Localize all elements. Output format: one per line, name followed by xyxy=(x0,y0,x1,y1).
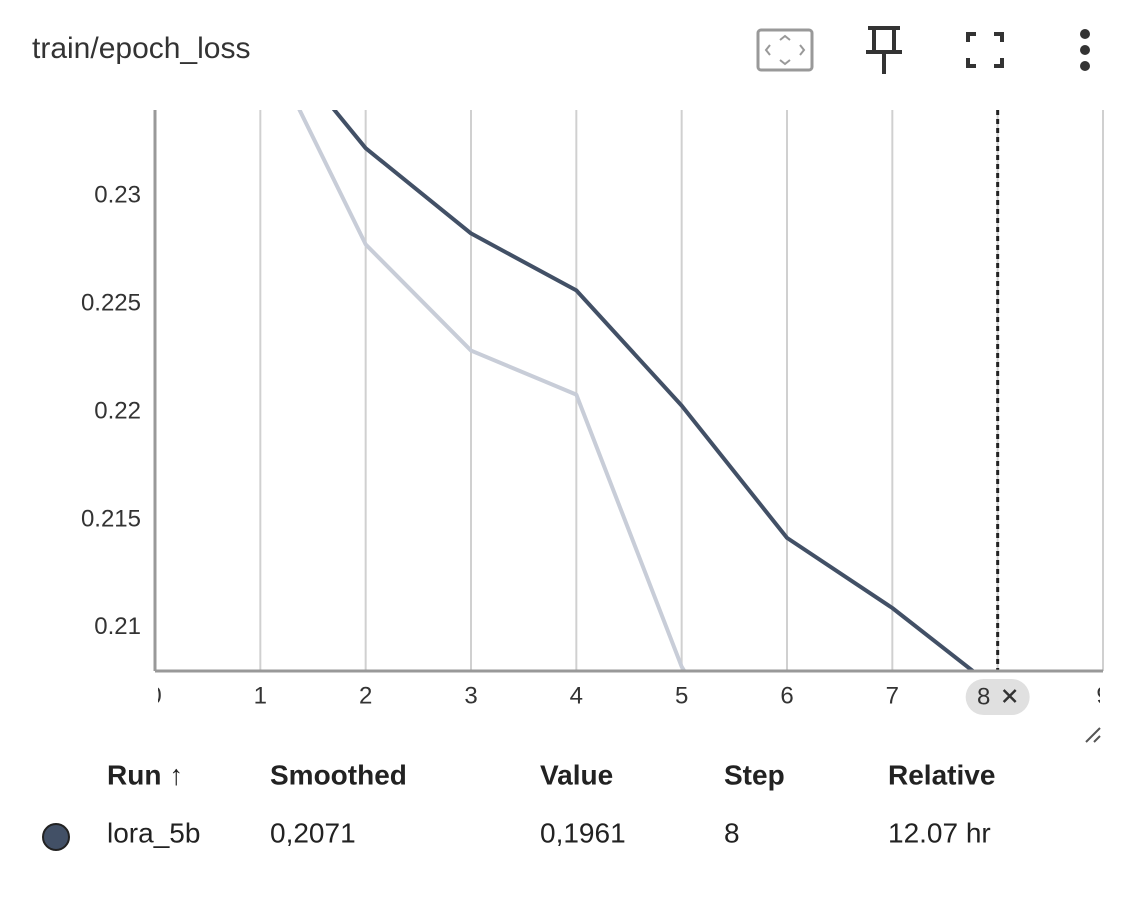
y-tick-label: 0.215 xyxy=(81,505,141,532)
x-tick-label: 7 xyxy=(886,682,899,709)
x-tick-label: 1 xyxy=(254,682,267,709)
fullscreen-icon[interactable] xyxy=(966,32,1004,68)
fit-icon[interactable] xyxy=(756,28,814,72)
y-tick-label: 0.22 xyxy=(94,397,141,424)
x-tick-label: 4 xyxy=(570,682,583,709)
y-tick-label: 0.225 xyxy=(81,290,141,317)
y-tick-label: 0.21 xyxy=(94,613,141,640)
table-cell: lora_5b xyxy=(107,817,200,848)
x-tick-label: 2 xyxy=(359,682,372,709)
run-color-dot[interactable] xyxy=(42,823,70,851)
close-icon[interactable] xyxy=(1002,689,1017,703)
x-tick-label: 6 xyxy=(780,682,793,709)
chart-title: train/epoch_loss xyxy=(32,32,250,65)
column-header: Smoothed xyxy=(270,759,407,790)
x-tick-label: 3 xyxy=(464,682,477,709)
pin-icon[interactable] xyxy=(866,26,902,74)
plot xyxy=(297,110,1000,671)
x-labels: 0 1 2 3 4 5 6 7 8 9 xyxy=(148,679,1109,715)
raw-line xyxy=(297,110,687,671)
x-tick-label: 8 xyxy=(977,683,990,710)
column-header: Value xyxy=(540,759,613,790)
resize-icon[interactable] xyxy=(1085,727,1101,743)
more-icon[interactable] xyxy=(1080,29,1090,71)
x-tick-label: 9 xyxy=(1096,682,1109,709)
column-header: Relative xyxy=(888,759,995,790)
selected-step-chip xyxy=(965,679,1030,715)
table-cell: 8 xyxy=(724,817,740,848)
x-tick-label: 5 xyxy=(675,682,688,709)
table-cell: 0,2071 xyxy=(270,817,356,848)
x-tick-label: 0 xyxy=(148,682,161,709)
column-header: Step xyxy=(724,759,785,790)
column-header: Run ↑ xyxy=(107,759,183,790)
table-cell: 0,1961 xyxy=(540,817,626,848)
y-tick-label: 0.23 xyxy=(94,182,141,209)
smoothed-line xyxy=(331,110,977,671)
grid: 0.21 0.215 0.22 0.225 0.23 xyxy=(81,110,1104,671)
table: Run ↑ Smoothed Value Step Relative lora_5b 0,2… xyxy=(107,759,995,848)
table-cell: 12.07 hr xyxy=(888,817,991,848)
